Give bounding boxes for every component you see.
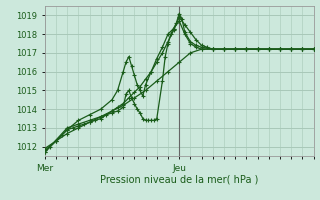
X-axis label: Pression niveau de la mer( hPa ): Pression niveau de la mer( hPa ) [100,174,258,184]
